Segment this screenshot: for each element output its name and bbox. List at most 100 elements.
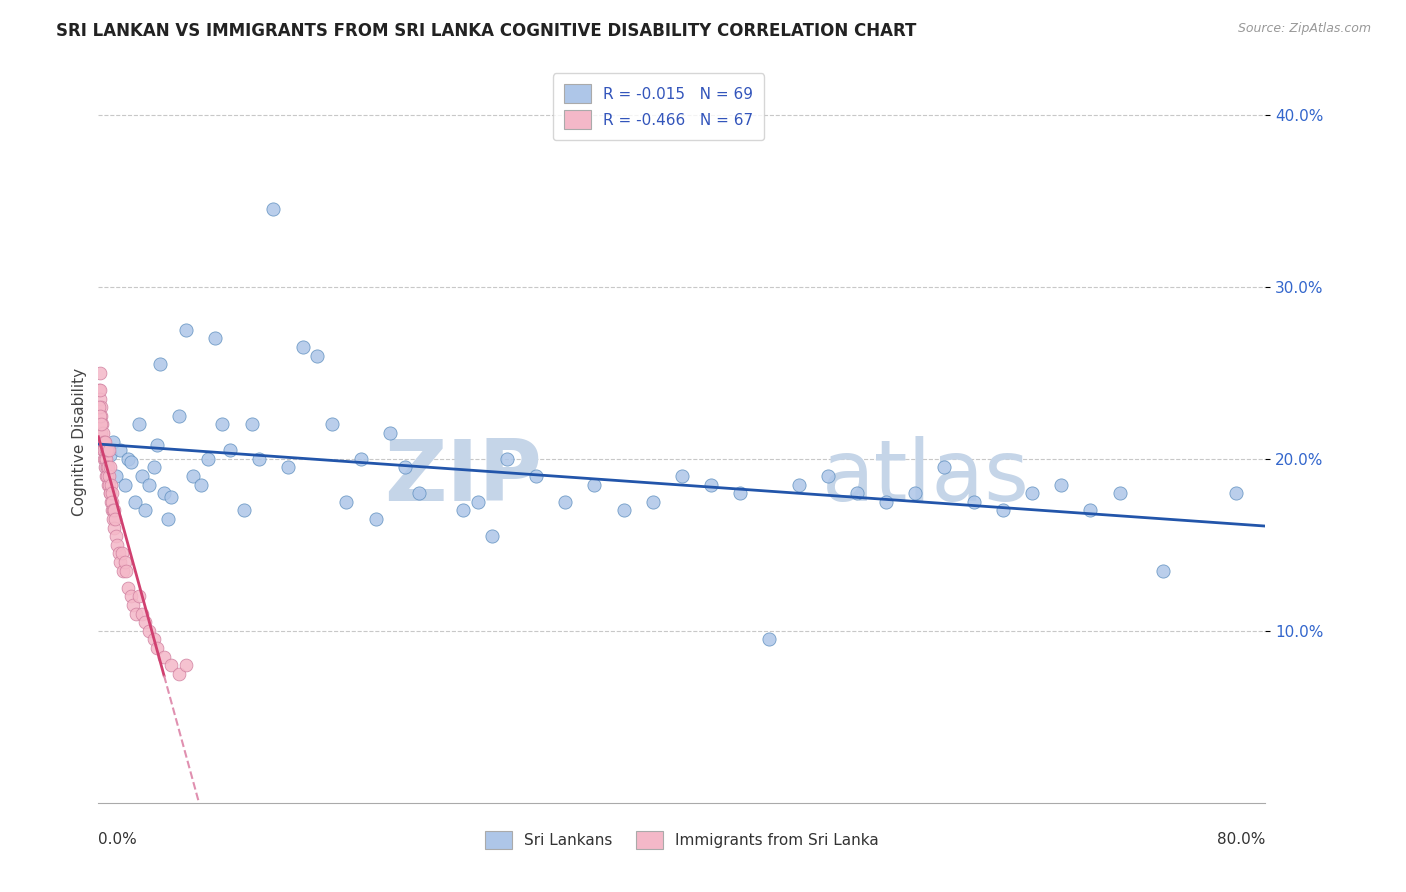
Point (146, 640, 169, 655)
Point (112, 564, 135, 578)
Text: ZIP: ZIP (384, 436, 541, 519)
Point (846, 486, 869, 500)
Point (364, 512, 387, 526)
Point (120, 455, 142, 469)
Point (91, 425, 114, 440)
Point (335, 494, 357, 508)
Point (160, 490, 183, 504)
Point (110, 443, 132, 458)
Point (134, 503, 156, 517)
Point (90, 434, 112, 449)
Point (100, 486, 122, 500)
Point (122, 598, 145, 612)
Point (100, 477, 122, 491)
Point (97, 477, 120, 491)
Point (131, 607, 153, 621)
Point (94, 460, 117, 475)
Point (124, 494, 146, 508)
Point (1050, 477, 1073, 491)
Point (108, 546, 131, 560)
Text: atlas: atlas (823, 436, 1031, 519)
Text: 0.0%: 0.0% (98, 831, 138, 847)
Point (138, 624, 160, 638)
Y-axis label: Cognitive Disability: Cognitive Disability (72, 368, 87, 516)
Point (97, 469, 120, 483)
Point (204, 331, 226, 345)
Point (583, 477, 606, 491)
Point (101, 494, 124, 508)
Point (125, 607, 148, 621)
Point (97, 460, 120, 475)
Point (93, 451, 115, 466)
Point (101, 503, 124, 517)
Point (157, 512, 180, 526)
Point (962, 494, 984, 508)
Point (181, 469, 204, 483)
Point (94, 434, 117, 449)
Point (94, 460, 117, 475)
Point (211, 417, 233, 432)
Point (111, 546, 134, 560)
Point (114, 477, 136, 491)
Point (218, 443, 240, 458)
Point (1225, 486, 1247, 500)
Point (104, 529, 127, 543)
Point (197, 451, 219, 466)
Point (114, 555, 136, 569)
Point (90, 417, 112, 432)
Legend: Sri Lankans, Immigrants from Sri Lanka: Sri Lankans, Immigrants from Sri Lanka (474, 820, 890, 860)
Point (240, 417, 263, 432)
Point (128, 590, 150, 604)
Point (142, 632, 165, 647)
Point (93, 451, 115, 466)
Point (613, 503, 636, 517)
Point (89, 392, 111, 406)
Point (524, 469, 547, 483)
Point (89, 417, 111, 432)
Point (247, 451, 270, 466)
Point (101, 503, 124, 517)
Point (451, 503, 474, 517)
Text: 80.0%: 80.0% (1218, 831, 1265, 847)
Point (350, 451, 373, 466)
Point (120, 590, 142, 604)
Point (408, 486, 430, 500)
Point (263, 202, 285, 217)
Point (174, 658, 197, 673)
Point (467, 494, 489, 508)
Point (94, 469, 117, 483)
Text: SRI LANKAN VS IMMIGRANTS FROM SRI LANKA COGNITIVE DISABILITY CORRELATION CHART: SRI LANKAN VS IMMIGRANTS FROM SRI LANKA … (56, 22, 917, 40)
Point (101, 434, 124, 449)
Point (758, 632, 780, 647)
Point (96, 460, 118, 475)
Point (98, 486, 121, 500)
Point (277, 460, 299, 475)
Point (105, 538, 128, 552)
Point (174, 323, 197, 337)
Point (496, 451, 519, 466)
Point (700, 477, 723, 491)
Point (817, 469, 839, 483)
Point (115, 564, 138, 578)
Point (730, 486, 752, 500)
Point (149, 357, 172, 371)
Point (167, 666, 190, 681)
Point (89, 383, 111, 397)
Point (91, 443, 114, 458)
Point (91, 434, 114, 449)
Point (233, 503, 256, 517)
Point (321, 417, 343, 432)
Point (128, 417, 150, 432)
Point (1021, 486, 1043, 500)
Point (167, 409, 190, 423)
Point (190, 477, 212, 491)
Point (153, 486, 176, 500)
Point (934, 460, 956, 475)
Point (380, 425, 402, 440)
Point (90, 400, 112, 414)
Point (1152, 564, 1174, 578)
Point (91, 417, 114, 432)
Point (89, 366, 111, 380)
Point (94, 443, 117, 458)
Point (96, 451, 118, 466)
